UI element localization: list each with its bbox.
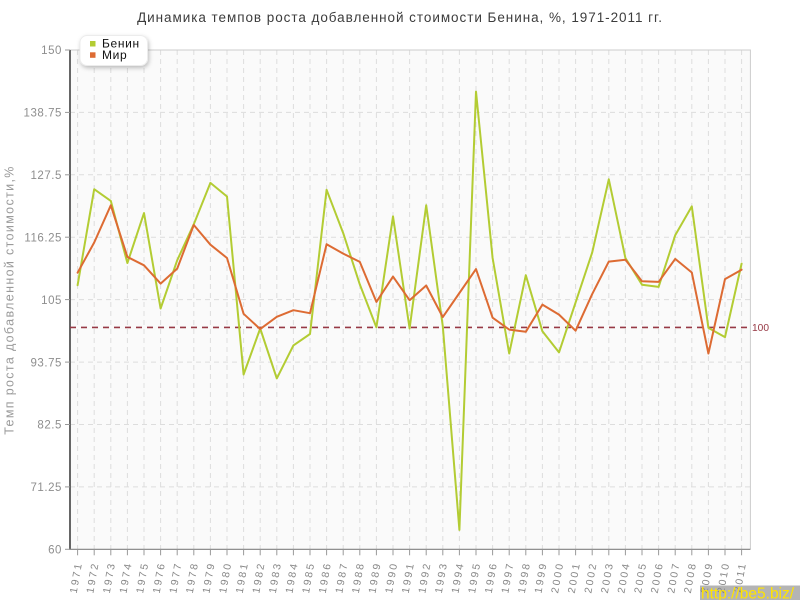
svg-text:1994: 1994 — [451, 561, 467, 594]
svg-text:60: 60 — [48, 545, 62, 557]
svg-text:1999: 1999 — [534, 561, 550, 594]
svg-text:71.25: 71.25 — [30, 482, 62, 494]
svg-text:1981: 1981 — [235, 561, 251, 594]
svg-text:1976: 1976 — [152, 561, 168, 594]
svg-text:1972: 1972 — [85, 561, 101, 594]
svg-text:1974: 1974 — [119, 561, 135, 594]
svg-text:93.75: 93.75 — [30, 357, 62, 369]
svg-text:1992: 1992 — [417, 561, 433, 594]
svg-text:1987: 1987 — [334, 561, 350, 594]
svg-text:2001: 2001 — [567, 561, 583, 594]
svg-text:1997: 1997 — [500, 561, 516, 594]
svg-text:1993: 1993 — [434, 561, 450, 594]
svg-text:116.25: 116.25 — [24, 232, 62, 244]
svg-text:138.75: 138.75 — [24, 108, 62, 120]
svg-text:2003: 2003 — [600, 561, 616, 594]
svg-text:1982: 1982 — [251, 561, 267, 594]
svg-text:1996: 1996 — [484, 561, 500, 594]
svg-text:1975: 1975 — [135, 561, 151, 594]
svg-text:1988: 1988 — [351, 561, 367, 594]
svg-text:Динамика темпов роста добавлен: Динамика темпов роста добавленной стоимо… — [137, 10, 663, 25]
svg-text:1989: 1989 — [368, 561, 384, 594]
svg-text:2005: 2005 — [633, 561, 649, 594]
svg-text:2010: 2010 — [716, 561, 732, 594]
svg-text:1973: 1973 — [102, 561, 118, 594]
svg-text:Темп роста добавленной стоимос: Темп роста добавленной стоимости,% — [3, 165, 17, 435]
svg-text:1983: 1983 — [268, 561, 284, 594]
svg-text:2011: 2011 — [733, 561, 749, 593]
svg-text:1985: 1985 — [301, 561, 317, 594]
svg-text:2007: 2007 — [666, 561, 682, 594]
svg-text:1977: 1977 — [168, 561, 184, 594]
svg-text:http://be5.biz/: http://be5.biz/ — [701, 586, 795, 601]
svg-text:2002: 2002 — [583, 561, 599, 594]
svg-text:2000: 2000 — [550, 561, 566, 594]
svg-text:2009: 2009 — [700, 561, 716, 594]
svg-text:1979: 1979 — [202, 561, 218, 594]
svg-text:1978: 1978 — [185, 561, 201, 594]
svg-text:1998: 1998 — [517, 561, 533, 594]
svg-text:1986: 1986 — [318, 561, 334, 594]
svg-text:150: 150 — [41, 45, 62, 57]
svg-text:127.5: 127.5 — [30, 170, 62, 182]
svg-text:2008: 2008 — [683, 561, 699, 594]
svg-text:2006: 2006 — [650, 561, 666, 594]
svg-text:Бенин: Бенин — [102, 37, 140, 51]
svg-text:105: 105 — [41, 295, 62, 307]
svg-text:1990: 1990 — [384, 561, 400, 594]
svg-text:2004: 2004 — [617, 561, 633, 594]
svg-text:1984: 1984 — [285, 561, 301, 594]
svg-text:1991: 1991 — [401, 561, 417, 594]
svg-text:1980: 1980 — [218, 561, 234, 594]
svg-text:1995: 1995 — [467, 561, 483, 594]
svg-text:Мир: Мир — [102, 48, 127, 62]
svg-text:100: 100 — [752, 323, 769, 334]
svg-text:82.5: 82.5 — [37, 420, 62, 432]
svg-text:1971: 1971 — [69, 561, 85, 594]
